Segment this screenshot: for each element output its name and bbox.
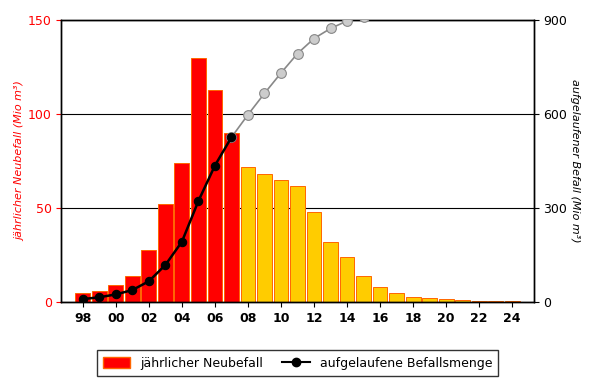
Bar [125, 276, 140, 302]
Bar [191, 58, 206, 302]
Bar [92, 291, 107, 302]
Bar [340, 257, 355, 302]
Bar [406, 296, 421, 302]
Bar [323, 242, 338, 302]
Bar [290, 186, 305, 302]
Y-axis label: aufgelaufener Befall (Mio m³): aufgelaufener Befall (Mio m³) [570, 79, 580, 243]
Bar [372, 287, 387, 302]
Bar [439, 299, 453, 302]
Bar [505, 301, 519, 302]
Bar [257, 174, 272, 302]
Bar [108, 285, 123, 302]
Y-axis label: jährlicher Neubefall (Mio m³): jährlicher Neubefall (Mio m³) [15, 81, 25, 241]
Bar [174, 163, 189, 302]
Bar [76, 293, 90, 302]
Bar [389, 293, 404, 302]
Bar [422, 298, 437, 302]
Bar [240, 167, 255, 302]
Bar [306, 212, 321, 302]
Bar [158, 204, 173, 302]
Bar [488, 301, 503, 302]
Bar [455, 300, 470, 302]
Bar [356, 276, 371, 302]
Legend: jährlicher Neubefall, aufgelaufene Befallsmenge: jährlicher Neubefall, aufgelaufene Befal… [96, 350, 499, 376]
Bar [142, 249, 156, 302]
Bar [472, 301, 487, 302]
Bar [274, 180, 289, 302]
Bar [224, 133, 239, 302]
Bar [208, 90, 223, 302]
